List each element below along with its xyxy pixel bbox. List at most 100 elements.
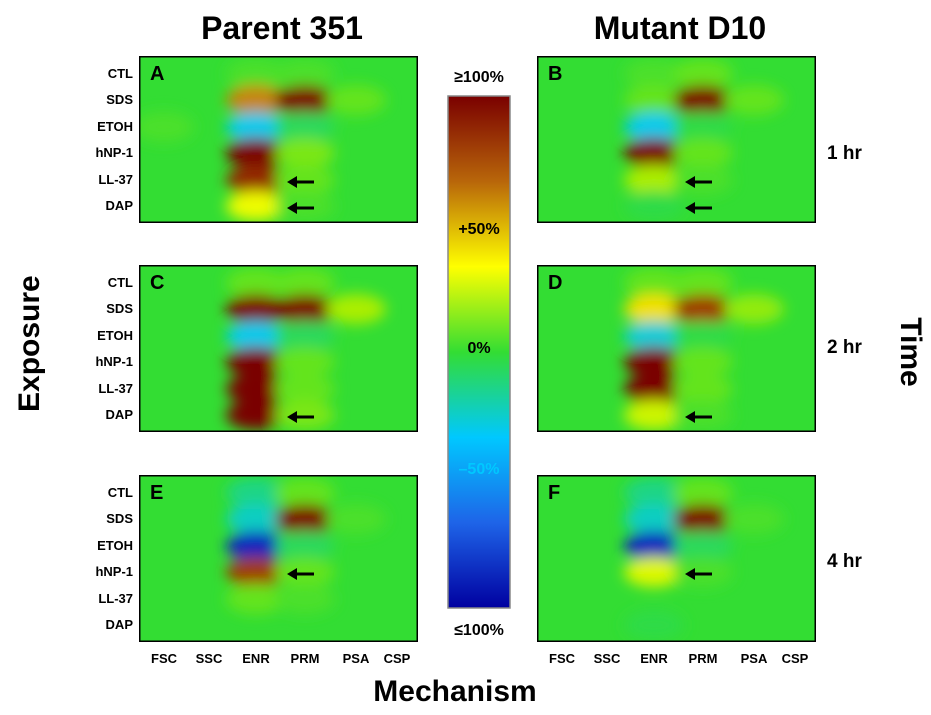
heatmap-panel-c: C bbox=[139, 265, 418, 432]
heatmap-cell-hnp-1-enr bbox=[226, 138, 286, 168]
column-label-csp: CSP bbox=[383, 651, 411, 666]
heatmap-cell-ctl-enr bbox=[226, 268, 286, 298]
heatmap-cell-hnp-1-enr bbox=[624, 557, 684, 587]
row-label-etoh: ETOH bbox=[97, 538, 133, 553]
heatmap-cell-sds-psa bbox=[724, 504, 784, 534]
arrow-ll-37 bbox=[685, 176, 712, 188]
heatmap-cell-dap-prm bbox=[275, 400, 335, 430]
heatmap-cell-ll-37-prm bbox=[275, 584, 335, 614]
right-column-title: Mutant D10 bbox=[593, 10, 767, 46]
heatmap-cell-ctl-enr bbox=[226, 478, 286, 508]
heatmap-cell-dap-enr bbox=[624, 400, 684, 430]
row-label-ctl: CTL bbox=[107, 275, 133, 290]
column-label-csp: CSP bbox=[781, 651, 809, 666]
heatmap-cell-etoh-enr bbox=[226, 112, 286, 142]
row-label-sds: SDS bbox=[106, 511, 133, 526]
heatmap-cell-ctl-prm bbox=[673, 268, 733, 298]
heatmap-cell-etoh-prm bbox=[275, 531, 335, 561]
heatmap-cell-etoh-prm bbox=[673, 321, 733, 351]
heatmap-panel-f: F bbox=[537, 475, 816, 642]
panel-letter: C bbox=[150, 272, 164, 294]
row-label-ctl: CTL bbox=[107, 485, 133, 500]
heatmap-cell-ctl-enr bbox=[624, 268, 684, 298]
row-label-sds: SDS bbox=[106, 92, 133, 107]
colorbar-label-plus50: +50% bbox=[458, 221, 500, 238]
column-label-psa: PSA bbox=[740, 651, 768, 666]
column-label-enr: ENR bbox=[242, 651, 270, 666]
panel-letter: E bbox=[150, 482, 163, 504]
heatmap-cell-ll-37-prm bbox=[275, 165, 335, 195]
heatmap-cell-dap-enr bbox=[226, 191, 286, 221]
heatmap-cell-etoh-enr bbox=[226, 531, 286, 561]
heatmap-cell-etoh-prm bbox=[275, 321, 335, 351]
heatmap-cell-sds-psa bbox=[724, 294, 784, 324]
heatmap-cell-ctl-prm bbox=[673, 59, 733, 89]
heatmap-cell-sds-psa bbox=[326, 85, 386, 115]
x-axis-title: Mechanism bbox=[373, 675, 537, 708]
heatmap-panel-d: D bbox=[537, 265, 816, 432]
row-label-dap: DAP bbox=[105, 617, 133, 632]
heatmap-cell-hnp-1-prm bbox=[673, 138, 733, 168]
row-label-dap: DAP bbox=[105, 198, 133, 213]
heatmap-cell-dap-enr bbox=[624, 191, 684, 221]
column-label-prm: PRM bbox=[688, 651, 718, 666]
heatmap-cell-sds-psa bbox=[326, 294, 386, 324]
arrow-dap bbox=[287, 411, 314, 423]
heatmap-cell-hnp-1-enr bbox=[624, 138, 684, 168]
heatmap-cell-ll-37-enr bbox=[226, 584, 286, 614]
arrow-dap bbox=[685, 202, 712, 214]
row-label-ll-37: LL-37 bbox=[98, 381, 133, 396]
heatmap-cell-ll-37-enr bbox=[226, 165, 286, 195]
heatmap-cell-etoh-fsc bbox=[139, 112, 194, 142]
column-label-fsc: FSC bbox=[151, 651, 177, 666]
panel-letter: D bbox=[548, 272, 562, 294]
colorbar-gradient bbox=[447, 95, 511, 609]
heatmap-cell-ctl-prm bbox=[275, 59, 335, 89]
heatmap-cell-sds-prm bbox=[275, 294, 335, 324]
y-axis-title: Exposure bbox=[13, 275, 46, 412]
row-label-etoh: ETOH bbox=[97, 328, 133, 343]
heatmap-cell-sds-psa bbox=[724, 85, 784, 115]
heatmap-cell-hnp-1-prm bbox=[275, 347, 335, 377]
colorbar-label-minus50: –50% bbox=[458, 461, 500, 478]
heatmap-cell-hnp-1-enr bbox=[226, 557, 286, 587]
heatmap-cell-dap-enr bbox=[624, 610, 684, 640]
heatmap-cell-ll-37-enr bbox=[624, 165, 684, 195]
row-label-sds: SDS bbox=[106, 301, 133, 316]
heatmap-cell-sds-psa bbox=[326, 504, 386, 534]
heatmap-cell-sds-enr bbox=[226, 504, 286, 534]
heatmap-cell-etoh-enr bbox=[624, 531, 684, 561]
heatmap-cell-etoh-enr bbox=[624, 321, 684, 351]
heatmap-cell-ll-37-prm bbox=[673, 165, 733, 195]
heatmap-cell-sds-enr bbox=[624, 85, 684, 115]
column-label-psa: PSA bbox=[342, 651, 370, 666]
heatmap-cell-ctl-enr bbox=[624, 478, 684, 508]
heatmap-cell-dap-prm bbox=[673, 400, 733, 430]
arrow-hnp-1 bbox=[287, 568, 314, 580]
heatmap-cell-ll-37-enr bbox=[624, 374, 684, 404]
arrow-hnp-1 bbox=[685, 568, 712, 580]
row-label-ctl: CTL bbox=[107, 66, 133, 81]
heatmap-cell-hnp-1-prm bbox=[673, 557, 733, 587]
panel-letter: B bbox=[548, 63, 562, 85]
colorbar bbox=[447, 95, 511, 609]
heatmap-cell-hnp-1-enr bbox=[226, 347, 286, 377]
heatmap-cell-sds-prm bbox=[673, 504, 733, 534]
colorbar-label-max: ≥100% bbox=[454, 69, 504, 86]
heatmap-cell-sds-enr bbox=[226, 85, 286, 115]
column-label-fsc: FSC bbox=[549, 651, 575, 666]
row-label-dap: DAP bbox=[105, 407, 133, 422]
heatmap-cell-ll-37-prm bbox=[673, 374, 733, 404]
right-axis-title: Time bbox=[894, 317, 927, 387]
heatmap-cell-ctl-enr bbox=[226, 59, 286, 89]
heatmap-cell-ll-37-enr bbox=[226, 374, 286, 404]
heatmap-cell-sds-prm bbox=[673, 294, 733, 324]
time-label-4hr: 4 hr bbox=[827, 551, 862, 572]
heatmap-cell-hnp-1-prm bbox=[673, 347, 733, 377]
left-column-title: Parent 351 bbox=[201, 10, 363, 46]
panel-letter: A bbox=[150, 63, 164, 85]
heatmap-cell-ctl-enr bbox=[624, 59, 684, 89]
heatmap-cell-ll-37-prm bbox=[275, 374, 335, 404]
row-label-hnp-1: hNP-1 bbox=[95, 354, 133, 369]
panel-letter: F bbox=[548, 482, 560, 504]
